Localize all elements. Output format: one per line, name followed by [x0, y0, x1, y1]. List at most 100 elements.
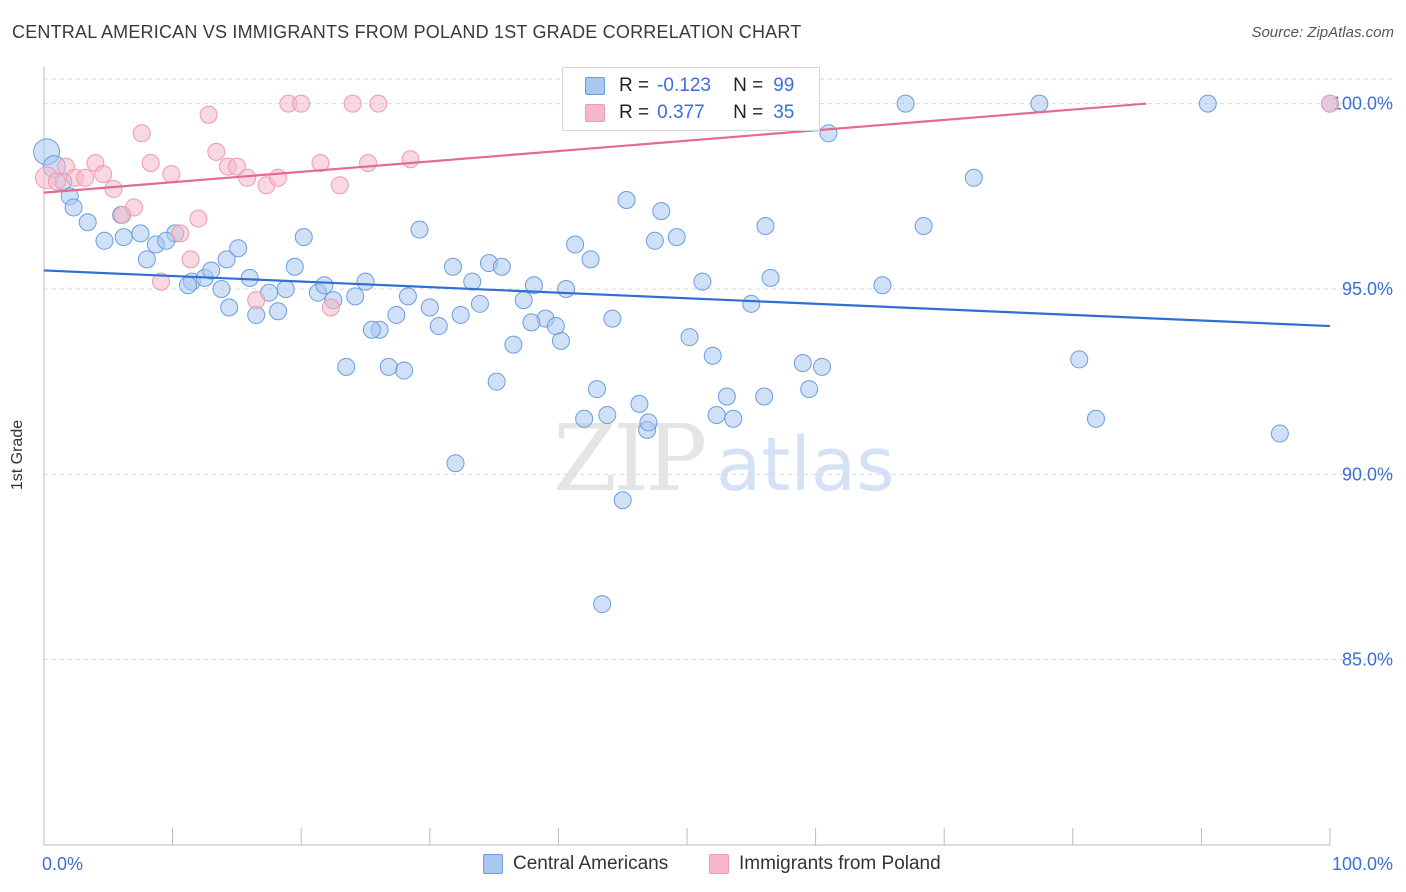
data-point-central-americans [276, 279, 295, 298]
data-point-central-americans [137, 250, 156, 269]
r-label: R = [619, 102, 650, 123]
trend-lines [43, 102, 1331, 328]
data-point-central-americans [157, 231, 176, 250]
data-point-central-americans [819, 124, 838, 143]
data-point-immigrants-from-poland [343, 94, 362, 113]
axes [43, 66, 1331, 846]
data-point-central-americans [617, 191, 636, 210]
data-point-immigrants-from-poland [76, 168, 95, 187]
legend-item-central-americans: Central Americans [483, 852, 668, 876]
data-point-central-americans [755, 387, 774, 406]
data-point-immigrants-from-poland [141, 153, 160, 172]
swatch-pink [585, 104, 605, 122]
data-point-central-americans [1030, 94, 1049, 113]
data-point-central-americans [504, 335, 523, 354]
data-point-immigrants-from-poland [311, 153, 330, 172]
data-point-central-americans [395, 361, 414, 380]
data-point-central-americans [217, 250, 236, 269]
data-point-central-americans [800, 380, 819, 399]
x-tick-label: 0.0% [42, 854, 83, 874]
data-point-immigrants-from-poland [125, 198, 144, 217]
data-point-central-americans [229, 239, 248, 258]
data-point-immigrants-from-poland [47, 172, 66, 191]
data-point-central-americans [420, 298, 439, 317]
data-point-central-americans [813, 357, 832, 376]
data-point-central-americans [240, 268, 259, 287]
data-point-immigrants-from-poland [321, 298, 340, 317]
data-point-immigrants-from-poland [369, 94, 388, 113]
data-point-central-americans [346, 287, 365, 306]
data-point-central-americans [514, 291, 533, 310]
data-point-central-americans [581, 250, 600, 269]
data-point-central-americans [379, 357, 398, 376]
data-point-central-americans [451, 305, 470, 324]
trend-line-immigrants-from-poland [43, 102, 1147, 194]
r-label: R = [619, 75, 650, 96]
data-point-central-americans [294, 228, 313, 247]
legend-swatch-blue [483, 854, 503, 874]
data-point-central-americans [587, 380, 606, 399]
data-point-central-americans [964, 168, 983, 187]
stats-legend: R = -0.123 N = 99 R = 0.377 N = 35 [562, 67, 820, 131]
data-point-central-americans [410, 220, 429, 239]
x-tick-label: 100.0% [1332, 854, 1393, 874]
data-point-central-americans [524, 276, 543, 295]
data-point-central-americans [487, 372, 506, 391]
source-label: Source: ZipAtlas.com [1251, 24, 1394, 41]
data-point-central-americans [212, 279, 231, 298]
data-point-central-americans [873, 276, 892, 295]
data-point-central-americans [896, 94, 915, 113]
data-point-central-americans [914, 216, 933, 235]
data-point-immigrants-from-poland [152, 272, 171, 291]
data-point-central-americans [337, 357, 356, 376]
data-point-central-americans [78, 213, 97, 232]
data-point-central-americans [598, 406, 617, 425]
data-point-central-americans [443, 257, 462, 276]
data-point-central-americans [131, 224, 150, 243]
data-point-central-americans [717, 387, 736, 406]
series-central-americans [33, 94, 1339, 614]
data-point-central-americans [1198, 94, 1217, 113]
data-point-immigrants-from-poland [227, 157, 246, 176]
data-point-immigrants-from-poland [359, 153, 378, 172]
data-point-central-americans [522, 313, 541, 332]
y-tick-label: 90.0% [1342, 464, 1393, 484]
data-point-central-americans [557, 279, 576, 298]
trend-line-central-americans [43, 269, 1331, 328]
data-point-central-americans [429, 317, 448, 336]
data-point-central-americans [645, 231, 664, 250]
data-point-central-americans [667, 228, 686, 247]
data-point-central-americans [64, 198, 83, 217]
data-point-central-americans [703, 346, 722, 365]
data-point-immigrants-from-poland [181, 250, 200, 269]
data-point-immigrants-from-poland [292, 94, 311, 113]
data-point-central-americans [398, 287, 417, 306]
data-point-central-americans [1070, 350, 1089, 369]
data-point-immigrants-from-poland [401, 150, 420, 169]
data-point-immigrants-from-poland [199, 105, 218, 124]
legend-label-immigrants-from-poland: Immigrants from Poland [739, 853, 941, 874]
watermark: ZIP atlas [553, 405, 895, 512]
data-point-central-americans [285, 257, 304, 276]
swatch-blue [585, 77, 605, 95]
series-immigrants-from-poland [35, 94, 1339, 317]
n-value: 35 [773, 102, 795, 123]
data-point-central-americans [362, 320, 381, 339]
data-point-central-americans [693, 272, 712, 291]
data-point-central-americans [492, 257, 511, 276]
data-point-central-americans [114, 228, 133, 247]
data-point-immigrants-from-poland [207, 142, 226, 161]
grid-lines [44, 78, 1392, 661]
data-point-immigrants-from-poland [1321, 94, 1339, 113]
data-point-central-americans [546, 317, 565, 336]
data-point-immigrants-from-poland [94, 165, 113, 184]
data-point-central-americans [630, 394, 649, 413]
watermark-atlas: atlas [716, 422, 895, 508]
data-point-central-americans [593, 595, 612, 614]
data-point-central-americans [202, 261, 221, 280]
data-point-central-americans [95, 231, 114, 250]
data-point-central-americans [566, 235, 585, 254]
data-point-central-americans [446, 454, 465, 473]
data-point-immigrants-from-poland [104, 179, 123, 198]
